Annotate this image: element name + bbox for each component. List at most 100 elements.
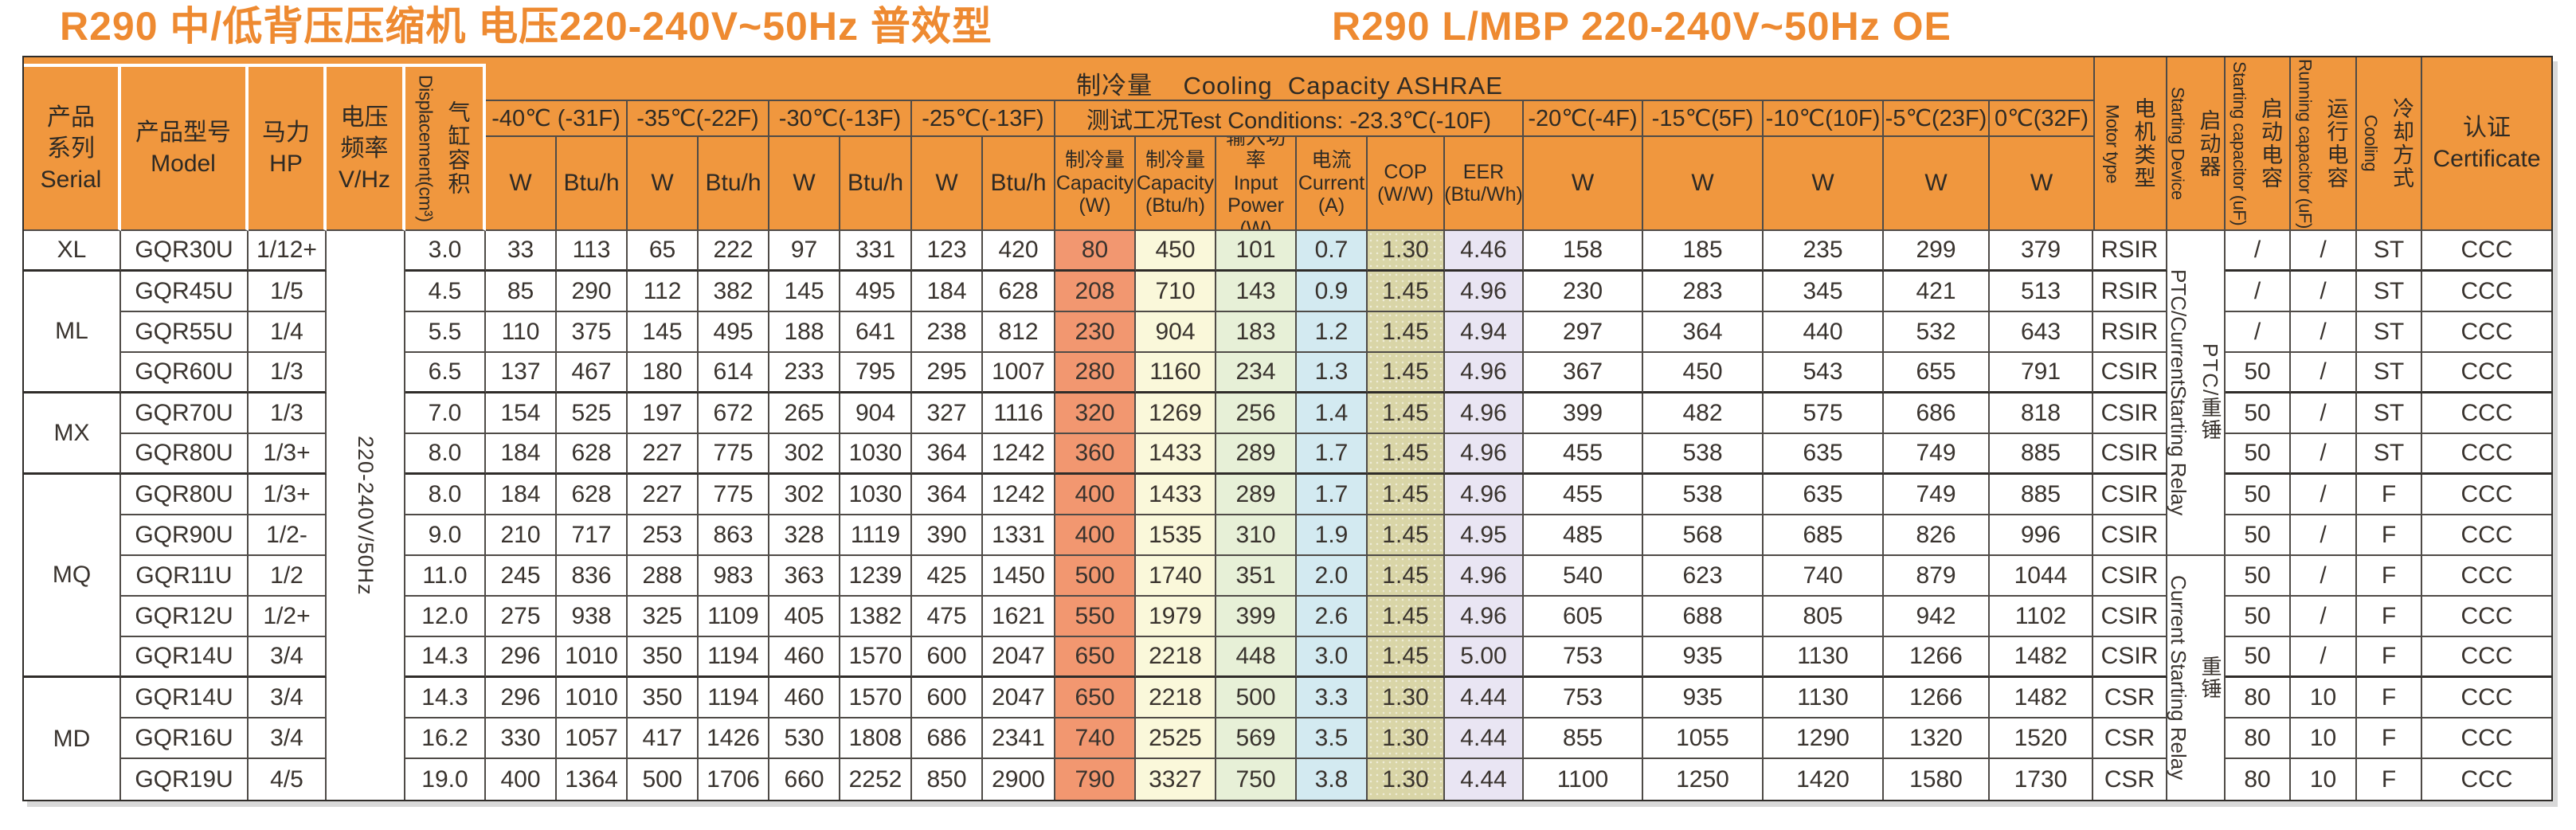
- cell-disp: 6.5: [405, 353, 486, 393]
- cell-cop: 1.30: [1368, 678, 1445, 718]
- cell-cool: F: [2357, 718, 2422, 759]
- cell-cap_btu: 1160: [1136, 353, 1216, 393]
- cell-btu25: 1450: [983, 556, 1055, 597]
- cell-eer: 4.96: [1445, 353, 1524, 393]
- cell-cert: CCC: [2422, 434, 2551, 475]
- cell-model: GQR90U: [121, 515, 249, 556]
- cell-cap_w: 550: [1055, 597, 1136, 637]
- cell-w0: 791: [1990, 353, 2093, 393]
- cell-eer: 4.96: [1445, 475, 1524, 515]
- cell-w5: 299: [1884, 231, 1990, 272]
- cell-btu40: 836: [557, 556, 628, 597]
- cell-btu40: 1364: [557, 759, 628, 800]
- cell-w10: 635: [1764, 475, 1884, 515]
- cell-rcap: /: [2291, 475, 2357, 515]
- col-header-certificate: 认证 Certificate: [2422, 57, 2551, 231]
- temp-header-minus25: -25℃(-13F): [912, 101, 1055, 137]
- cell-w20: 367: [1524, 353, 1643, 393]
- cell-btu40: 1010: [557, 678, 628, 718]
- cell-w35: 417: [628, 718, 699, 759]
- cell-cool: F: [2357, 678, 2422, 718]
- cell-cert: CCC: [2422, 515, 2551, 556]
- cell-disp: 12.0: [405, 597, 486, 637]
- cell-w35: 145: [628, 312, 699, 353]
- running-capacitor-label-en: Running capacitor (uF): [2295, 58, 2316, 229]
- cell-input: 101: [1216, 231, 1297, 272]
- cell-w25: 364: [912, 434, 983, 475]
- cell-btu25: 1116: [983, 393, 1055, 434]
- cell-cop: 1.45: [1368, 475, 1445, 515]
- cell-w35: 197: [628, 393, 699, 434]
- cell-current: 3.5: [1297, 718, 1368, 759]
- cell-w15: 568: [1643, 515, 1764, 556]
- cell-btu30: 495: [840, 272, 912, 312]
- cell-cap_btu: 2218: [1136, 678, 1216, 718]
- cell-btu25: 2900: [983, 759, 1055, 800]
- cell-w40: 296: [486, 637, 557, 678]
- cell-scap: 80: [2226, 718, 2291, 759]
- cell-input: 399: [1216, 597, 1297, 637]
- cell-disp: 19.0: [405, 759, 486, 800]
- cell-model: GQR55U: [121, 312, 249, 353]
- cell-w25: 123: [912, 231, 983, 272]
- cell-cert: CCC: [2422, 353, 2551, 393]
- cell-current: 2.6: [1297, 597, 1368, 637]
- starting-device-cell: PTC/CurrentStarting Relay PTC/重锤: [2167, 231, 2226, 556]
- cell-btu30: 2252: [840, 759, 912, 800]
- cell-btu25: 812: [983, 312, 1055, 353]
- cell-cop: 1.45: [1368, 434, 1445, 475]
- col-header-starting-capacitor: Starting capacitor (uF) 启动电容: [2226, 57, 2291, 231]
- cell-cert: CCC: [2422, 678, 2551, 718]
- cell-w20: 485: [1524, 515, 1643, 556]
- cell-cap_w: 650: [1055, 678, 1136, 718]
- cell-hp: 1/3: [249, 393, 327, 434]
- cell-cop: 1.30: [1368, 759, 1445, 800]
- cell-current: 2.0: [1297, 556, 1368, 597]
- cell-w20: 753: [1524, 637, 1643, 678]
- cell-cool: F: [2357, 637, 2422, 678]
- cell-btu25: 1242: [983, 434, 1055, 475]
- cell-disp: 14.3: [405, 678, 486, 718]
- unit-header-w0: W: [1990, 137, 2093, 231]
- cell-btu30: 331: [840, 231, 912, 272]
- cell-w20: 855: [1524, 718, 1643, 759]
- cell-cap_btu: 3327: [1136, 759, 1216, 800]
- cell-w0: 379: [1990, 231, 2093, 272]
- cell-rcap: /: [2291, 434, 2357, 475]
- cell-w10: 1130: [1764, 637, 1884, 678]
- cell-cool: F: [2357, 515, 2422, 556]
- cell-w10: 1420: [1764, 759, 1884, 800]
- cell-w10: 635: [1764, 434, 1884, 475]
- page-title-left: R290 中/低背压压缩机 电压220-240V~50Hz 普效型: [60, 4, 992, 49]
- cell-w10: 805: [1764, 597, 1884, 637]
- cell-btu40: 525: [557, 393, 628, 434]
- cell-cap_btu: 1535: [1136, 515, 1216, 556]
- cell-w5: 826: [1884, 515, 1990, 556]
- cell-w0: 643: [1990, 312, 2093, 353]
- cell-cop: 1.45: [1368, 597, 1445, 637]
- cell-btu35: 672: [699, 393, 769, 434]
- cell-cert: CCC: [2422, 637, 2551, 678]
- starting-device-value-cn: PTC/重锤: [2198, 343, 2222, 442]
- cell-rcap: /: [2291, 312, 2357, 353]
- motor-type-label-cn: 电机类型: [2131, 97, 2155, 190]
- cell-rcap: /: [2291, 515, 2357, 556]
- cell-w40: 85: [486, 272, 557, 312]
- temp-header-minus5: -5℃(23F): [1884, 101, 1990, 137]
- cell-w30: 265: [769, 393, 840, 434]
- starting-device-value-en: Current Starting Relay: [2167, 575, 2190, 781]
- cooling-capacity-banner: 制冷量 Cooling Capacity ASHRAE: [486, 67, 2093, 101]
- cell-cool: ST: [2357, 434, 2422, 475]
- cell-w35: 227: [628, 475, 699, 515]
- cell-cert: CCC: [2422, 475, 2551, 515]
- cell-w0: 1482: [1990, 637, 2093, 678]
- cell-cert: CCC: [2422, 759, 2551, 800]
- cell-w10: 575: [1764, 393, 1884, 434]
- temp-header-minus35: -35℃(-22F): [628, 101, 769, 137]
- cell-motor: CSIR: [2093, 597, 2167, 637]
- cell-w30: 460: [769, 678, 840, 718]
- cell-cap_w: 650: [1055, 637, 1136, 678]
- cell-rcap: /: [2291, 393, 2357, 434]
- sub-header-capacity-btu: 制冷量 Capacity (Btu/h): [1136, 137, 1216, 231]
- cell-w5: 879: [1884, 556, 1990, 597]
